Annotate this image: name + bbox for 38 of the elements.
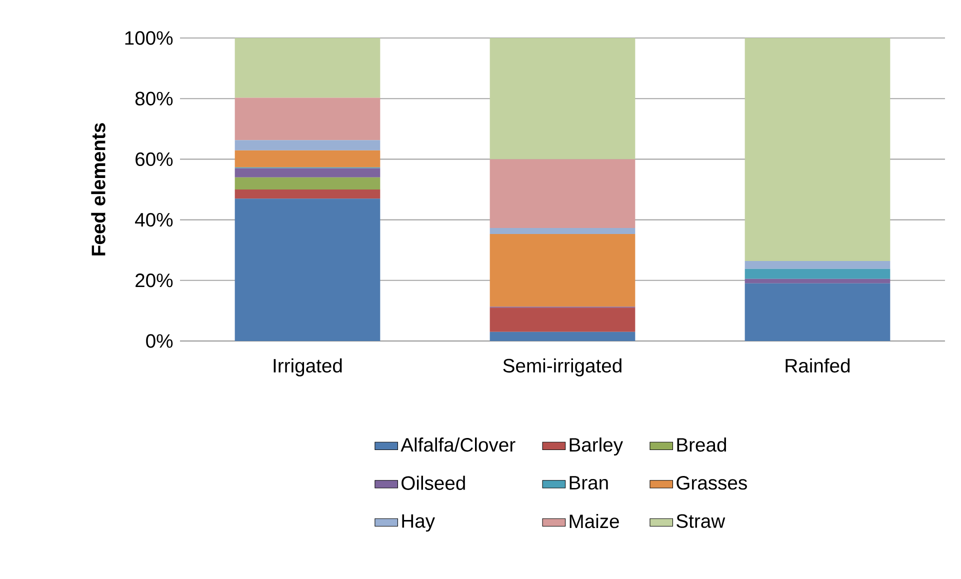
bar [234, 190, 380, 199]
legend-label: Hay [402, 514, 435, 532]
legend-label: Barley [570, 438, 624, 456]
bar [744, 261, 890, 269]
legend-label: Bran [570, 476, 608, 490]
bar [744, 278, 890, 284]
bar [234, 168, 380, 178]
legend-label: Straw [676, 514, 726, 528]
y-tick-label: 80% [135, 92, 173, 106]
x-tick-label: Rainfed [786, 358, 850, 373]
bar [490, 234, 636, 307]
bar [490, 308, 636, 332]
y-axis-title: Feed elements [91, 123, 106, 256]
bar [490, 159, 636, 228]
y-tick-label: 60% [136, 152, 173, 166]
y-tick-label: 40% [135, 212, 173, 227]
x-tick-label: Irrigated [274, 358, 342, 376]
bar [744, 283, 890, 341]
bar [490, 228, 636, 234]
bar [744, 268, 890, 279]
bar [234, 198, 380, 341]
legend-label: Grasses [676, 476, 747, 490]
y-tick-label: 100% [125, 31, 173, 45]
y-tick-label: 20% [136, 274, 173, 288]
legend-label: Alfalfa/Clover [400, 438, 516, 452]
legend-label: Oilseed [402, 476, 465, 490]
bar [490, 38, 636, 160]
bar [234, 98, 380, 140]
bar [234, 177, 380, 190]
y-tick-label: 0% [146, 334, 173, 348]
bar [744, 38, 890, 262]
legend-label: Maize [570, 514, 619, 528]
legend-label: Bread [677, 438, 726, 452]
x-tick-label: Semi-irrigated [503, 358, 622, 376]
bar [234, 38, 380, 98]
bar [234, 150, 380, 168]
bar [234, 140, 380, 150]
bar [490, 332, 636, 341]
